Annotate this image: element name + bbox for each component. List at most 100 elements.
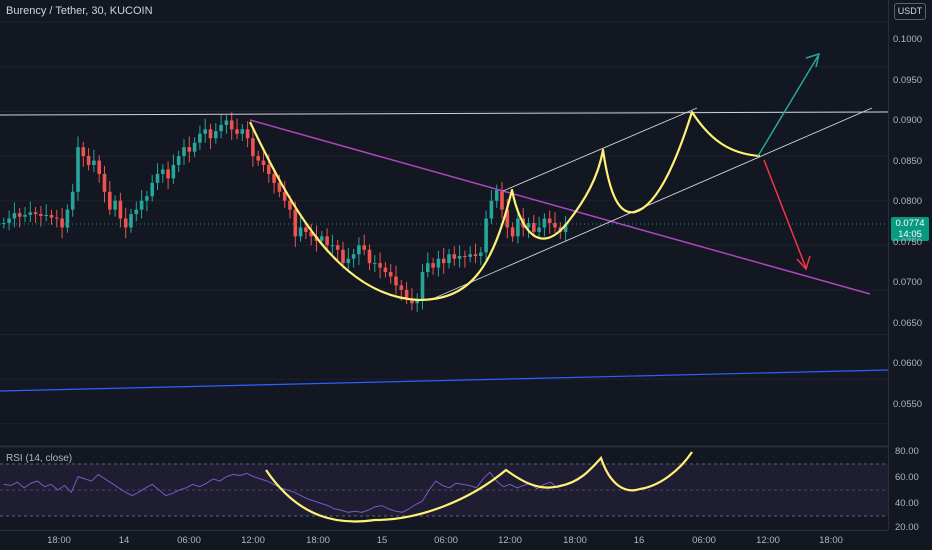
price-tick: 0.0900 <box>893 115 923 126</box>
candle-down <box>267 165 271 174</box>
bullish-arrowhead <box>805 52 821 68</box>
rsi-indicator-title[interactable]: RSI (14, close) <box>6 453 73 464</box>
current-price-tag: 0.0774 14:05 <box>891 217 929 241</box>
channel-upper-line[interactable] <box>502 107 698 192</box>
candle-down <box>410 298 414 304</box>
candle-down <box>166 169 170 179</box>
resistance-line[interactable] <box>0 111 889 116</box>
candle-down <box>341 249 345 264</box>
candle-up <box>198 133 202 143</box>
candle-up <box>44 214 48 216</box>
price-tick: 0.0850 <box>893 156 923 167</box>
candle-down <box>123 218 128 228</box>
rsi-tick: 40.00 <box>895 498 919 509</box>
candle-down <box>102 173 107 192</box>
candle-down <box>394 276 398 286</box>
gridlines <box>0 21 888 425</box>
candle-up <box>2 223 6 224</box>
bearish-arrowhead <box>796 255 811 271</box>
candle-up <box>182 147 186 157</box>
candle-down <box>60 218 64 228</box>
candle-down <box>261 160 266 166</box>
candle-up <box>484 218 488 253</box>
candle-up <box>357 245 361 255</box>
price-tick: 0.0650 <box>893 318 923 329</box>
currency-badge[interactable]: USDT <box>894 3 926 20</box>
time-tick: 12:00 <box>756 535 780 546</box>
candle-up <box>526 223 531 228</box>
candle-up <box>7 218 11 223</box>
candle-down <box>33 212 38 215</box>
candle-down <box>17 213 22 217</box>
candle-down <box>272 173 276 183</box>
candle-down <box>81 147 86 157</box>
candle-up <box>426 263 430 273</box>
candle-up <box>12 213 17 219</box>
candle-down <box>473 254 478 257</box>
candle-up <box>145 196 149 201</box>
time-tick: 06:00 <box>434 535 458 546</box>
price-tick: 0.0550 <box>893 399 923 410</box>
candle-up <box>65 209 70 228</box>
bullish-target-arrow[interactable] <box>757 55 819 157</box>
candle-down <box>399 285 404 290</box>
candle-up <box>219 124 223 132</box>
candle-up <box>436 258 441 268</box>
support-trendline[interactable] <box>0 369 889 392</box>
price-tick: 0.0750 <box>893 237 923 248</box>
rsi-cup-curve[interactable] <box>265 451 693 523</box>
time-tick: 18:00 <box>47 535 71 546</box>
price-tick: 0.0950 <box>893 75 923 86</box>
candle-down <box>335 245 340 250</box>
rsi-tick: 20.00 <box>895 522 919 533</box>
candle-up <box>447 254 451 264</box>
candle-down <box>431 263 435 268</box>
candle-down <box>404 289 409 299</box>
candle-up <box>161 169 165 174</box>
time-tick: 14 <box>118 535 130 546</box>
cup-and-handle-curve[interactable] <box>249 110 761 302</box>
bearish-target-arrow[interactable] <box>763 159 807 269</box>
candle-down <box>553 223 557 228</box>
candle-up <box>150 182 154 197</box>
candle-up <box>155 173 160 183</box>
candle-up <box>457 256 462 259</box>
candle-down <box>282 191 287 201</box>
main-pane-background <box>0 0 888 446</box>
time-tick: 16 <box>633 535 645 546</box>
candle-down <box>500 189 504 210</box>
descending-trendline[interactable] <box>249 119 871 295</box>
channel-lower-line[interactable] <box>429 107 873 301</box>
candle-down <box>229 120 234 130</box>
candle-down <box>208 129 213 139</box>
time-tick: 18:00 <box>563 535 587 546</box>
candle-down <box>49 214 54 218</box>
candle-up <box>330 245 335 247</box>
candle-down <box>309 231 313 237</box>
candle-down <box>108 191 112 210</box>
price-tick: 0.0600 <box>893 358 923 369</box>
rsi-line <box>3 471 565 513</box>
candle-up <box>171 165 176 179</box>
current-price-value: 0.0774 <box>895 218 925 229</box>
candle-up <box>468 254 472 257</box>
candle-down <box>293 209 298 237</box>
candle-down <box>362 245 366 250</box>
candle-up <box>420 272 425 299</box>
candle-up <box>203 129 207 134</box>
candle-up <box>537 227 541 232</box>
candle-up <box>23 214 27 217</box>
candle-up <box>139 200 144 210</box>
candle-down <box>383 267 388 273</box>
price-tick: 0.1000 <box>893 34 923 45</box>
candle-up <box>346 258 351 264</box>
candle-down <box>288 200 292 210</box>
rsi-tick: 80.00 <box>895 446 919 457</box>
symbol-title[interactable]: Burency / Tether, 30, KUCOIN <box>6 5 153 17</box>
candle-down <box>441 258 446 264</box>
candle-up <box>70 191 75 210</box>
candle-down <box>463 256 467 258</box>
time-tick: 15 <box>376 535 388 546</box>
candle-down <box>118 200 123 219</box>
